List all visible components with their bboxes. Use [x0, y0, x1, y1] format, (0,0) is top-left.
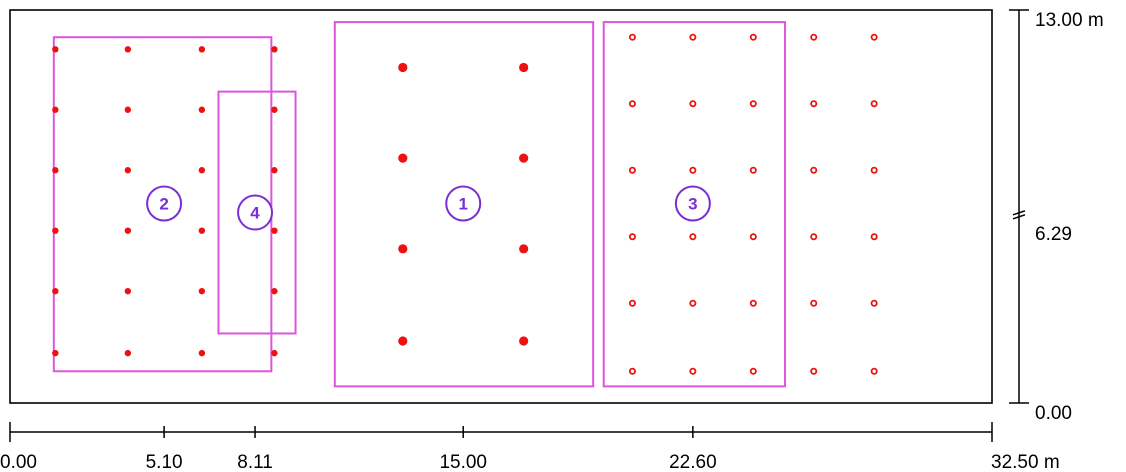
luminaire-large-icon — [519, 336, 529, 346]
y-tick-label: 6.29 — [1035, 224, 1072, 245]
luminaire-dot-icon — [198, 46, 206, 53]
luminaire-dot-icon — [198, 227, 206, 234]
luminaire-ring-icon — [689, 33, 697, 41]
luminaire-dot-icon — [124, 167, 132, 174]
fixtures-layer — [52, 33, 878, 375]
luminaire-large-icon — [519, 244, 529, 254]
luminaire-dot-icon — [271, 287, 278, 295]
zone-label-number: 3 — [688, 194, 697, 213]
y-tick — [1012, 210, 1026, 216]
luminaire-ring-icon — [810, 233, 818, 241]
luminaire-dot-icon — [198, 349, 206, 357]
luminaire-ring-icon — [628, 367, 636, 375]
zones-layer — [52, 21, 787, 388]
luminaire-large-icon — [398, 153, 408, 163]
luminaire-ring-icon — [628, 299, 636, 307]
x-tick-label: 0.00 — [0, 452, 37, 472]
luminaire-ring-icon — [870, 166, 878, 174]
zone-label-number: 4 — [250, 204, 260, 223]
luminaire-dot-icon — [124, 287, 132, 295]
luminaire-dot-icon — [271, 227, 278, 234]
x-tick-label: 8.11 — [237, 452, 273, 472]
luminaire-ring-icon — [749, 33, 757, 41]
zone-labels-layer: 1 2 3 4 — [146, 185, 711, 231]
luminaire-dot-icon — [52, 349, 59, 357]
luminaire-dot-icon — [52, 227, 59, 234]
luminaire-ring-icon — [749, 166, 757, 174]
luminaire-ring-icon — [689, 100, 697, 108]
y-tick — [1012, 214, 1026, 220]
x-tick-label: 5.10 — [146, 452, 183, 472]
luminaire-ring-icon — [628, 33, 636, 41]
zone-3-outline — [602, 21, 787, 388]
luminaire-dot-icon — [52, 167, 59, 174]
luminaire-large-icon — [398, 244, 408, 254]
luminaire-dot-icon — [198, 287, 206, 295]
luminaire-ring-icon — [870, 367, 878, 375]
luminaire-dot-icon — [124, 46, 132, 53]
luminaire-dot-icon — [52, 287, 59, 295]
zone-1-label: 1 — [445, 185, 482, 222]
luminaire-large-icon — [519, 62, 529, 73]
zone-label-circle — [445, 185, 482, 222]
luminaire-ring-icon — [689, 166, 697, 174]
zone-4-label: 4 — [237, 194, 274, 231]
luminaire-dot-icon — [271, 349, 278, 357]
zone-label-circle — [146, 185, 183, 222]
luminaire-ring-icon — [870, 233, 878, 241]
luminaire-dot-icon — [198, 106, 206, 113]
x-axis: 0.00 5.10 8.11 15.00 22.60 32.50 m — [0, 422, 1060, 472]
luminaire-dot-icon — [124, 349, 132, 357]
luminaire-dot-icon — [52, 106, 59, 113]
zone-label-number: 1 — [458, 194, 467, 213]
luminaire-dot-icon — [271, 46, 278, 53]
x-tick-label: 15.00 — [439, 452, 487, 472]
room-outline — [9, 9, 993, 404]
zone-1-outline — [333, 21, 595, 388]
luminaire-ring-icon — [810, 33, 818, 41]
luminaire-dot-icon — [124, 227, 132, 234]
luminaire-ring-icon — [749, 233, 757, 241]
luminaire-dot-icon — [271, 106, 278, 113]
y-axis: 0.00 6.29 13.00 m — [1009, 9, 1104, 424]
luminaire-dot-icon — [124, 106, 132, 113]
luminaire-ring-icon — [689, 233, 697, 241]
zone-2-outline — [52, 36, 273, 373]
luminaire-ring-icon — [810, 100, 818, 108]
luminaire-dot-icon — [271, 167, 278, 174]
luminaire-ring-icon — [689, 299, 697, 307]
zone-label-number: 2 — [159, 194, 168, 213]
luminaire-large-icon — [519, 153, 529, 163]
luminaire-ring-icon — [628, 233, 636, 241]
luminaire-ring-icon — [628, 100, 636, 108]
luminaire-ring-icon — [810, 299, 818, 307]
zone-label-circle — [674, 185, 711, 222]
luminaire-ring-icon — [870, 100, 878, 108]
luminaire-ring-icon — [749, 100, 757, 108]
luminaire-ring-icon — [689, 367, 697, 375]
luminaire-ring-icon — [870, 33, 878, 41]
luminaire-large-icon — [398, 336, 408, 346]
x-tick-label: 22.60 — [669, 452, 717, 472]
luminaire-dot-icon — [52, 46, 59, 53]
zone-2-label: 2 — [146, 185, 183, 222]
luminaire-dot-icon — [198, 167, 206, 174]
y-tick-label: 0.00 — [1035, 403, 1072, 424]
zone-3-label: 3 — [674, 185, 711, 222]
luminaire-ring-icon — [810, 367, 818, 375]
luminaire-large-icon — [398, 62, 408, 73]
luminaire-ring-icon — [870, 299, 878, 307]
luminaire-ring-icon — [749, 299, 757, 307]
zone-4-outline — [217, 90, 297, 335]
x-tick-label: 32.50 m — [991, 452, 1060, 472]
luminaire-ring-icon — [810, 166, 818, 174]
zone-label-circle — [237, 194, 274, 231]
luminaire-ring-icon — [628, 166, 636, 174]
luminaire-ring-icon — [749, 367, 757, 375]
y-tick-label: 13.00 m — [1035, 10, 1104, 31]
